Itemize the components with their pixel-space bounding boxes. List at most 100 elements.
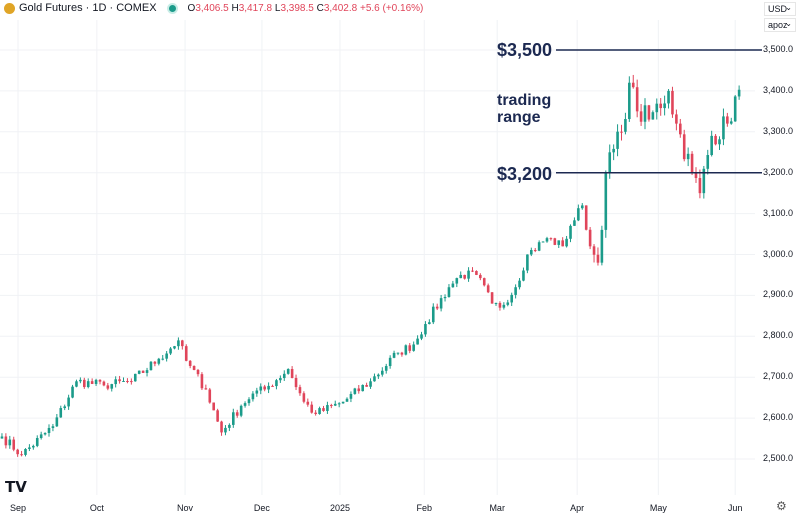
trading-range-label: trading range bbox=[497, 92, 551, 126]
candle-body bbox=[20, 454, 23, 456]
tradingview-logo-icon[interactable]: 𝗧𝗩 bbox=[5, 479, 27, 496]
candle-body bbox=[55, 417, 59, 427]
candle-body bbox=[569, 225, 572, 239]
candle-body bbox=[526, 254, 529, 271]
candle-body bbox=[428, 322, 431, 325]
candle-body bbox=[43, 432, 47, 435]
candle-body bbox=[271, 385, 274, 387]
candle-body bbox=[400, 352, 404, 355]
candle-body bbox=[718, 139, 721, 145]
candle-body bbox=[243, 403, 247, 406]
candle-body bbox=[145, 370, 149, 373]
candle-body bbox=[98, 379, 102, 382]
candle-body bbox=[643, 105, 647, 122]
candle-body bbox=[212, 402, 215, 411]
candle-body bbox=[86, 381, 90, 388]
candle-body bbox=[381, 370, 384, 375]
candle-body bbox=[286, 369, 290, 374]
y-tick-label: 3,000.0 bbox=[763, 248, 794, 259]
open-label: O bbox=[187, 2, 196, 14]
candle-body bbox=[592, 246, 596, 255]
candle-body bbox=[251, 393, 255, 400]
candle-body bbox=[420, 334, 423, 339]
candle-body bbox=[149, 361, 153, 371]
candle-body bbox=[247, 399, 251, 404]
y-tick-label: 3,100.0 bbox=[763, 207, 794, 218]
candle-body bbox=[12, 439, 16, 450]
candle-body bbox=[369, 381, 372, 387]
candle-body bbox=[290, 369, 294, 378]
candle-body bbox=[506, 302, 510, 305]
candle-body bbox=[702, 168, 706, 194]
level-3500-label: $3,500 bbox=[497, 40, 553, 60]
symbol-title[interactable]: Gold Futures · 1D · COMEX bbox=[19, 2, 157, 14]
candle-body bbox=[726, 116, 729, 124]
candle-body bbox=[326, 405, 329, 411]
x-tick-label: Oct bbox=[89, 503, 104, 513]
candle-body bbox=[710, 135, 713, 156]
candle-body bbox=[341, 401, 345, 404]
candle-body bbox=[8, 439, 12, 446]
candle-body bbox=[377, 374, 380, 377]
candle-body bbox=[275, 380, 278, 387]
candle-body bbox=[279, 378, 282, 381]
candle-body bbox=[698, 177, 702, 194]
candle-body bbox=[267, 385, 270, 390]
candle-body bbox=[608, 152, 612, 173]
candle-body bbox=[51, 426, 55, 428]
candle-body bbox=[79, 379, 82, 382]
candle-body bbox=[624, 119, 627, 132]
candle-body bbox=[639, 111, 643, 122]
candle-body bbox=[47, 427, 51, 433]
candle-body bbox=[94, 379, 98, 384]
candle-body bbox=[122, 380, 125, 382]
candle-body bbox=[443, 296, 447, 299]
candle-body bbox=[59, 408, 63, 418]
candle-body bbox=[424, 324, 427, 335]
open-value: 3,406.5 bbox=[195, 2, 229, 14]
candle-body bbox=[635, 87, 639, 112]
candle-body bbox=[133, 373, 137, 382]
candle-body bbox=[200, 374, 204, 389]
candle-body bbox=[32, 445, 35, 448]
candle-body bbox=[667, 90, 670, 104]
settings-gear-icon[interactable]: ⚙ bbox=[776, 499, 787, 513]
candle-body bbox=[479, 274, 482, 279]
candle-body bbox=[192, 365, 196, 370]
candle-body bbox=[137, 370, 141, 374]
currency-select[interactable]: USD ⌄ bbox=[764, 2, 796, 16]
x-tick-label: Nov bbox=[177, 503, 194, 513]
candle-body bbox=[110, 384, 114, 389]
candle-body bbox=[459, 274, 463, 279]
candle-body bbox=[467, 270, 470, 279]
candle-body bbox=[561, 240, 564, 247]
candle-body bbox=[408, 345, 412, 351]
x-tick-label: Dec bbox=[253, 503, 270, 513]
candle-body bbox=[530, 250, 533, 255]
candle-body bbox=[333, 403, 337, 406]
candle-body bbox=[345, 398, 349, 402]
candle-body bbox=[232, 412, 235, 425]
candle-body bbox=[655, 103, 659, 113]
candle-body bbox=[102, 381, 106, 386]
candle-body bbox=[28, 447, 31, 449]
candle-body bbox=[647, 105, 651, 120]
candle-body bbox=[204, 388, 208, 390]
candle-body bbox=[694, 172, 698, 178]
candle-body bbox=[494, 302, 498, 304]
candle-body bbox=[631, 82, 635, 88]
candle-body bbox=[580, 205, 584, 209]
candle-body bbox=[302, 393, 306, 402]
candle-body bbox=[298, 387, 302, 394]
candle-body bbox=[404, 345, 408, 355]
candle-body bbox=[675, 114, 678, 124]
candle-body bbox=[314, 412, 317, 415]
candle-body bbox=[679, 123, 682, 135]
candle-body bbox=[126, 380, 129, 382]
y-tick-label: 2,900.0 bbox=[763, 289, 794, 300]
y-tick-label: 3,500.0 bbox=[763, 44, 794, 54]
candle-body bbox=[169, 348, 172, 354]
unit-select[interactable]: apoz ⌄ bbox=[764, 18, 796, 32]
